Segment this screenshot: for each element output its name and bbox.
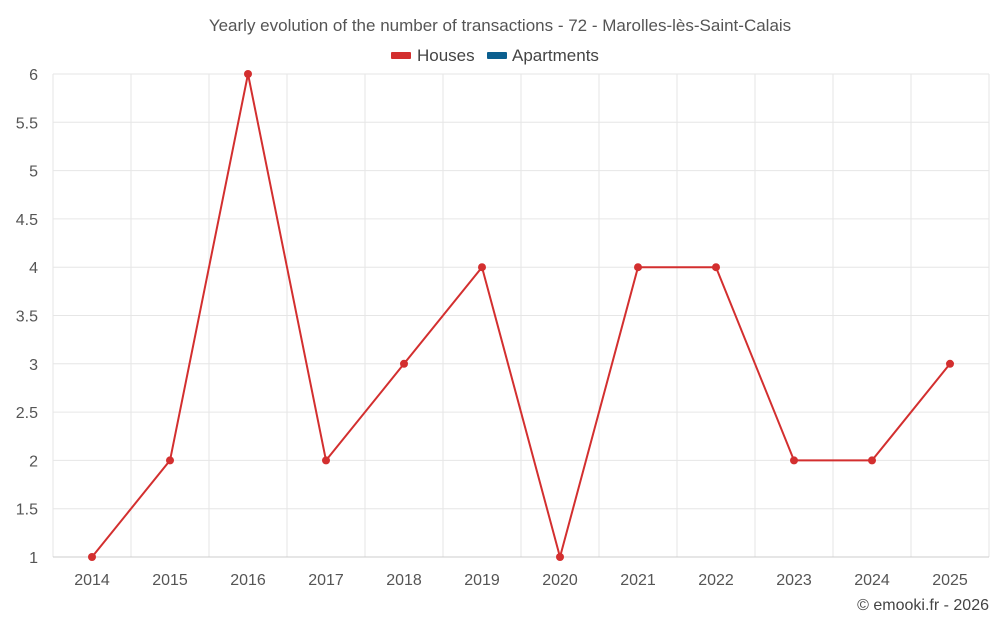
data-point[interactable] (322, 456, 330, 465)
grid (52, 73, 990, 558)
chart-title: Yearly evolution of the number of transa… (209, 16, 791, 35)
x-tick-label: 2017 (308, 572, 344, 589)
legend-item-houses[interactable]: Houses (391, 46, 475, 65)
x-tick-label: 2025 (932, 572, 968, 589)
y-tick-label: 3.5 (16, 309, 38, 326)
x-tick-label: 2019 (464, 572, 500, 589)
data-point[interactable] (790, 456, 798, 465)
y-tick-label: 5.5 (16, 115, 38, 132)
x-tick-label: 2015 (152, 572, 188, 589)
data-point[interactable] (712, 263, 720, 272)
y-axis: 1 1.5 2 2.5 3 3.5 4 4.5 5 5.5 6 (16, 67, 38, 567)
y-tick-label: 3 (29, 357, 38, 374)
series-line-houses (91, 73, 951, 558)
y-tick-label: 6 (29, 67, 38, 84)
y-tick-label: 4 (29, 260, 38, 277)
x-tick-label: 2021 (620, 572, 656, 589)
legend-label-apartments: Apartments (512, 46, 599, 65)
y-tick-label: 2.5 (16, 405, 38, 422)
footer-credit: © emooki.fr - 2026 (857, 597, 989, 614)
x-tick-label: 2022 (698, 572, 734, 589)
data-point[interactable] (556, 553, 564, 561)
legend-item-apartments[interactable]: Apartments (487, 46, 599, 65)
x-tick-label: 2020 (542, 572, 578, 589)
data-point[interactable] (244, 70, 252, 78)
y-tick-label: 2 (29, 453, 38, 470)
x-tick-label: 2018 (386, 572, 422, 589)
data-point[interactable] (946, 359, 954, 368)
y-tick-label: 5 (29, 164, 38, 181)
x-tick-label: 2016 (230, 572, 266, 589)
data-point[interactable] (166, 456, 174, 465)
x-tick-label: 2024 (854, 572, 890, 589)
y-tick-label: 1.5 (16, 502, 38, 519)
data-point[interactable] (868, 456, 876, 465)
legend-label-houses: Houses (417, 46, 475, 65)
data-point[interactable] (634, 263, 642, 272)
x-tick-label: 2014 (74, 572, 110, 589)
y-tick-label: 1 (29, 550, 38, 567)
y-tick-label: 4.5 (16, 212, 38, 229)
legend-swatch-apartments (487, 52, 507, 59)
data-point[interactable] (88, 553, 96, 561)
data-point[interactable] (400, 359, 408, 368)
x-axis: 2014 2015 2016 2017 2018 2019 2020 2021 2022 2023… (74, 572, 968, 589)
data-point[interactable] (478, 263, 486, 272)
legend-swatch-houses (391, 52, 411, 59)
x-tick-label: 2023 (776, 572, 812, 589)
legend: Houses Apartments (391, 46, 599, 65)
series-houses (88, 70, 954, 561)
